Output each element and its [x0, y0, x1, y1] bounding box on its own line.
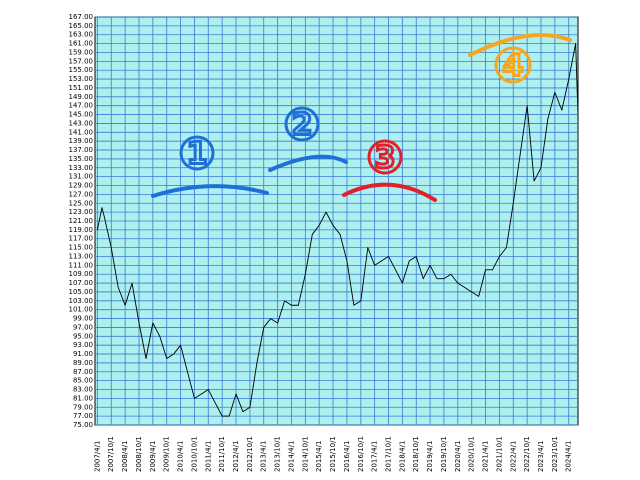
- y-tick-label: 81.00: [73, 394, 93, 402]
- y-tick-label: 133.00: [69, 164, 94, 172]
- y-tick-label: 139.00: [69, 137, 94, 145]
- y-tick-label: 159.00: [69, 48, 94, 56]
- y-tick-label: 137.00: [69, 146, 94, 154]
- y-tick-label: 119.00: [69, 226, 94, 234]
- y-tick-label: 89.00: [73, 359, 93, 367]
- x-tick-label: 2016/10/1: [357, 436, 365, 472]
- y-tick-label: 167.00: [69, 13, 94, 21]
- y-tick-label: 129.00: [69, 182, 94, 190]
- y-tick-label: 161.00: [69, 40, 94, 48]
- y-tick-label: 147.00: [69, 102, 94, 110]
- y-tick-label: 121.00: [69, 217, 94, 225]
- x-tick-label: 2007/10/1: [107, 436, 115, 472]
- circle-1: [179, 135, 215, 171]
- y-tick-label: 145.00: [69, 111, 94, 119]
- annotation: 1: [187, 137, 208, 172]
- x-tick-label: 2009/4/1: [149, 441, 157, 472]
- circle-4: [494, 46, 532, 84]
- x-tick-label: 2023/10/1: [551, 436, 559, 472]
- y-tick-label: 95.00: [73, 332, 93, 340]
- annotation: 3: [375, 141, 396, 176]
- annotation: 2: [292, 108, 313, 143]
- x-tick-label: 2017/10/1: [385, 436, 393, 472]
- x-tick-label: 2013/4/1: [260, 441, 268, 472]
- arc-2: [268, 154, 348, 172]
- x-tick-label: 2012/4/1: [232, 441, 240, 472]
- x-tick-label: 2007/4/1: [93, 441, 101, 472]
- circle-2: [284, 106, 320, 142]
- lines: [96, 43, 579, 417]
- y-tick-label: 101.00: [69, 306, 94, 314]
- y-tick-label: 131.00: [69, 173, 94, 181]
- y-tick-label: 93.00: [73, 341, 93, 349]
- x-tick-label: 2014/10/1: [301, 436, 309, 472]
- x-tick-label: 2012/10/1: [246, 436, 254, 472]
- x-tick-label: 2022/4/1: [509, 441, 517, 472]
- y-tick-label: 163.00: [69, 31, 94, 39]
- y-tick-label: 155.00: [69, 66, 94, 74]
- y-tick-label: 107.00: [69, 279, 94, 287]
- y-tick-label: 105.00: [69, 288, 94, 296]
- y-tick-label: 149.00: [69, 93, 94, 101]
- y-tick-label: 135.00: [69, 155, 94, 163]
- price-line: [96, 43, 579, 417]
- x-tick-label: 2018/4/1: [398, 441, 406, 472]
- x-tick-label: 2018/10/1: [412, 436, 420, 472]
- x-tick-label: 2021/10/1: [495, 436, 503, 472]
- x-tick-label: 2020/10/1: [468, 436, 476, 472]
- x-tick-label: 2020/4/1: [454, 441, 462, 472]
- y-tick-label: 125.00: [69, 199, 94, 207]
- x-tick-label: 2015/4/1: [315, 441, 323, 472]
- y-tick-label: 157.00: [69, 57, 94, 65]
- y-tick-label: 99.00: [73, 315, 93, 323]
- y-tick-label: 115.00: [69, 244, 94, 252]
- x-tick-label: 2011/10/1: [218, 436, 226, 472]
- y-tick-label: 165.00: [69, 22, 94, 30]
- arc-1: [151, 184, 269, 198]
- y-tick-label: 79.00: [73, 403, 93, 411]
- x-tick-label: 2021/4/1: [482, 441, 490, 472]
- y-tick-label: 109.00: [69, 270, 94, 278]
- y-tick-label: 111.00: [69, 261, 94, 269]
- x-tick-label: 2015/10/1: [329, 436, 337, 472]
- x-tick-label: 2008/10/1: [135, 436, 143, 472]
- x-tick-label: 2019/10/1: [440, 436, 448, 472]
- x-tick-label: 2022/10/1: [523, 436, 531, 472]
- y-tick-label: 77.00: [73, 412, 93, 420]
- x-tick-label: 2010/4/1: [177, 441, 185, 472]
- x-tick-label: 2011/4/1: [204, 441, 212, 472]
- y-tick-label: 127.00: [69, 190, 94, 198]
- x-tick-label: 2016/4/1: [343, 441, 351, 472]
- x-tick-label: 2013/10/1: [274, 436, 282, 472]
- y-tick-label: 85.00: [73, 377, 93, 385]
- y-tick-label: 151.00: [69, 84, 94, 92]
- y-tick-label: 83.00: [73, 386, 93, 394]
- circle-3: [367, 139, 403, 175]
- grid: [95, 16, 578, 426]
- y-tick-label: 143.00: [69, 119, 94, 127]
- y-tick-label: 117.00: [69, 235, 94, 243]
- y-tick-label: 141.00: [69, 128, 94, 136]
- x-tick-label: 2017/4/1: [371, 441, 379, 472]
- y-tick-label: 97.00: [73, 323, 93, 331]
- y-tick-label: 123.00: [69, 208, 94, 216]
- y-tick-label: 87.00: [73, 368, 93, 376]
- y-tick-label: 103.00: [69, 297, 94, 305]
- x-tick-label: 2014/4/1: [287, 441, 295, 472]
- arc-4: [468, 33, 572, 57]
- arc-3: [342, 182, 437, 202]
- x-tick-label: 2008/4/1: [121, 441, 129, 472]
- x-tick-label: 2009/10/1: [163, 436, 171, 472]
- y-tick-label: 91.00: [73, 350, 93, 358]
- x-tick-label: 2019/4/1: [426, 441, 434, 472]
- x-tick-label: 2024/4/1: [565, 441, 573, 472]
- y-tick-label: 153.00: [69, 75, 94, 83]
- y-tick-label: 75.00: [73, 421, 93, 429]
- annotation: 4: [503, 49, 524, 84]
- x-tick-label: 2023/4/1: [537, 441, 545, 472]
- x-tick-label: 2010/10/1: [190, 436, 198, 472]
- y-tick-label: 113.00: [69, 252, 94, 260]
